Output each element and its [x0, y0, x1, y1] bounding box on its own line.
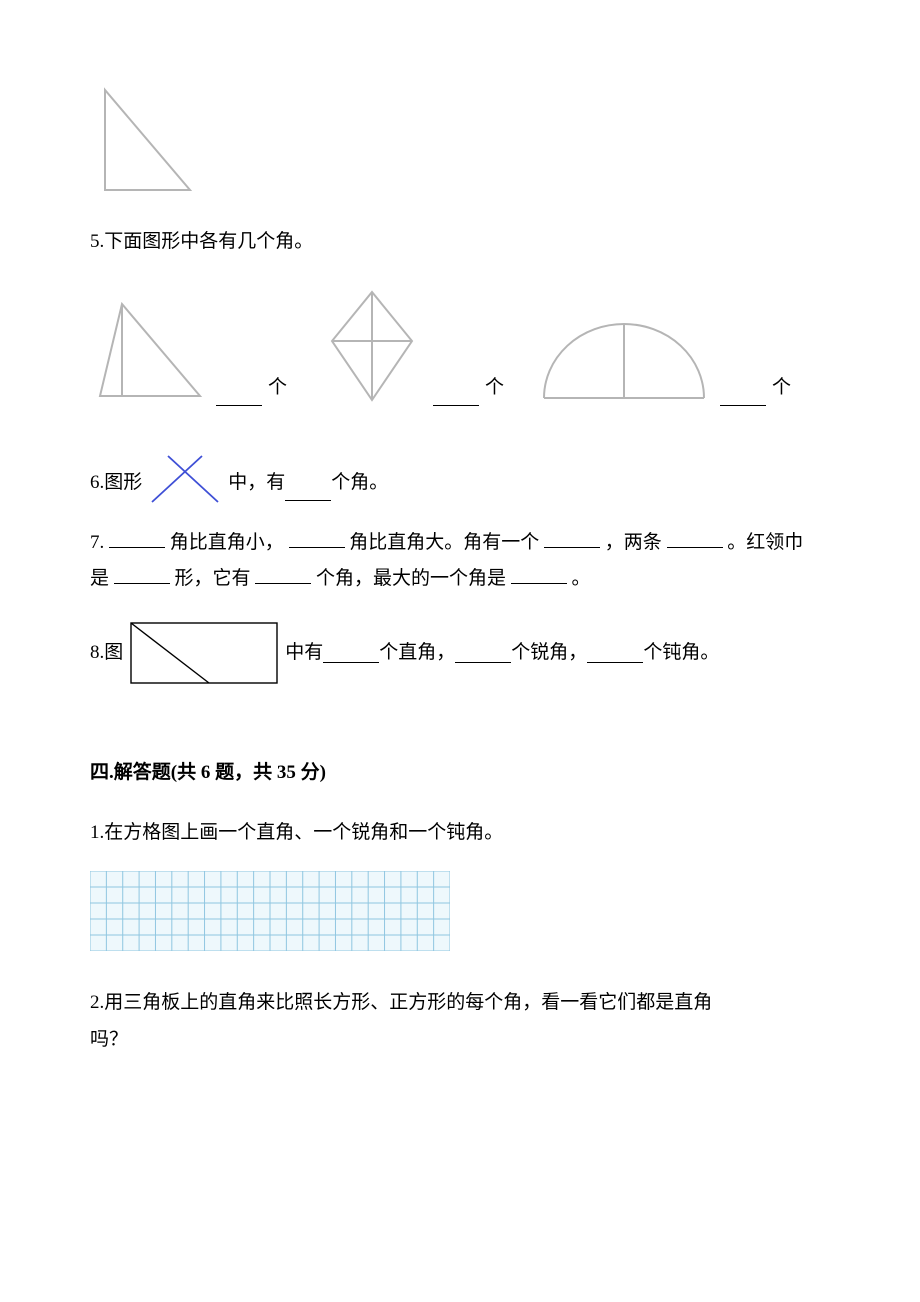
q7-l2-p2: 个角，最大的一个角是: [316, 568, 506, 589]
answer-grid-icon: [90, 871, 450, 951]
q6-middle: 中，有: [228, 465, 285, 501]
q7-l1-p1: 角比直角小，: [170, 532, 284, 553]
q8-blank-3[interactable]: [587, 643, 643, 663]
q5-blank-1[interactable]: [216, 386, 262, 406]
q8-blank-1[interactable]: [323, 643, 379, 663]
q7-blank-4[interactable]: [667, 528, 723, 548]
s4-q2: 2.用三角板上的直角来比照长方形、正方形的每个角，看一看它们都是直角 吗？: [90, 985, 830, 1057]
q6-suffix: 个角。: [331, 465, 388, 501]
q5-unit-2: 个: [485, 370, 504, 406]
q5-fig-3: 个: [534, 316, 791, 406]
s4-q2-line1: 2.用三角板上的直角来比照长方形、正方形的每个角，看一看它们都是直角: [90, 985, 830, 1021]
worksheet-page: 5.下面图形中各有几个角。 个 个: [0, 0, 920, 1302]
q6-blank[interactable]: [285, 481, 331, 501]
q7-blank-3[interactable]: [544, 528, 600, 548]
q7-l1-p4: 。红领巾: [727, 532, 803, 553]
q4-figure: [90, 80, 830, 200]
q6: 6.图形 中，有 个角。: [90, 452, 830, 501]
s4-q1-prompt: 1.在方格图上画一个直角、一个锐角和一个钝角。: [90, 815, 830, 851]
q5-fig-2: 个: [317, 286, 504, 406]
s4-q1-grid[interactable]: [90, 871, 830, 951]
triangle-inner-line-icon: [90, 296, 210, 406]
q7-l1-p0: 7.: [90, 532, 104, 553]
section4-header: 四.解答题(共 6 题，共 35 分): [90, 755, 830, 791]
s4-q2-line2: 吗？: [90, 1022, 830, 1058]
q5-unit-3: 个: [772, 370, 791, 406]
q8: 8.图 中有 个直角， 个锐角， 个钝角。: [90, 621, 830, 685]
q7-line1: 7. 角比直角小， 角比直角大。角有一个 ，两条 。红领巾: [90, 525, 830, 561]
s4-q1: 1.在方格图上画一个直角、一个锐角和一个钝角。: [90, 815, 830, 951]
q6-prefix: 6.图形: [90, 465, 142, 501]
q7-l2-p3: 。: [572, 568, 591, 589]
q7-l1-p3: ，两条: [605, 532, 662, 553]
q7-blank-6[interactable]: [255, 564, 311, 584]
q7-l2-p0: 是: [90, 568, 109, 589]
x-cross-icon: [146, 452, 224, 504]
q7-line2: 是 形，它有 个角，最大的一个角是 。: [90, 561, 830, 597]
q5-blank-3[interactable]: [720, 386, 766, 406]
q7-blank-5[interactable]: [114, 564, 170, 584]
q5-fig-1: 个: [90, 296, 287, 406]
q5-figures-row: 个 个 个: [90, 286, 830, 406]
q7-blank-1[interactable]: [109, 528, 165, 548]
q8-p3: 个钝角。: [643, 635, 719, 671]
q8-p2: 个锐角，: [511, 635, 587, 671]
right-triangle-icon: [90, 80, 200, 200]
q5-blank-2[interactable]: [433, 386, 479, 406]
semicircle-midline-icon: [534, 316, 714, 406]
q5-unit-1: 个: [268, 370, 287, 406]
rect-diagonal-icon: [129, 621, 279, 685]
q7-blank-7[interactable]: [511, 564, 567, 584]
q5: 5.下面图形中各有几个角。 个 个: [90, 224, 830, 406]
q7-l1-p2: 角比直角大。角有一个: [349, 532, 539, 553]
q8-p1: 个直角，: [379, 635, 455, 671]
q7-blank-2[interactable]: [289, 528, 345, 548]
q7-l2-p1: 形，它有: [175, 568, 251, 589]
q8-p0: 中有: [285, 635, 323, 671]
q5-prompt: 5.下面图形中各有几个角。: [90, 224, 830, 260]
q8-blank-2[interactable]: [455, 643, 511, 663]
q7: 7. 角比直角小， 角比直角大。角有一个 ，两条 。红领巾 是 形，它有 个角，…: [90, 525, 830, 597]
q8-prefix: 8.图: [90, 635, 123, 671]
kite-diagonals-icon: [317, 286, 427, 406]
